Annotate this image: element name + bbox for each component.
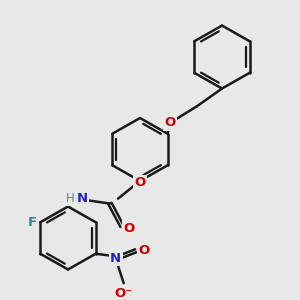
Text: O: O	[134, 176, 146, 189]
Text: O: O	[138, 244, 149, 257]
Text: H: H	[66, 192, 74, 205]
Text: O⁻: O⁻	[115, 286, 133, 300]
Text: O: O	[123, 222, 135, 235]
Text: N: N	[76, 192, 88, 205]
Text: F: F	[28, 216, 37, 229]
Text: O: O	[164, 116, 175, 129]
Text: N: N	[110, 252, 121, 265]
